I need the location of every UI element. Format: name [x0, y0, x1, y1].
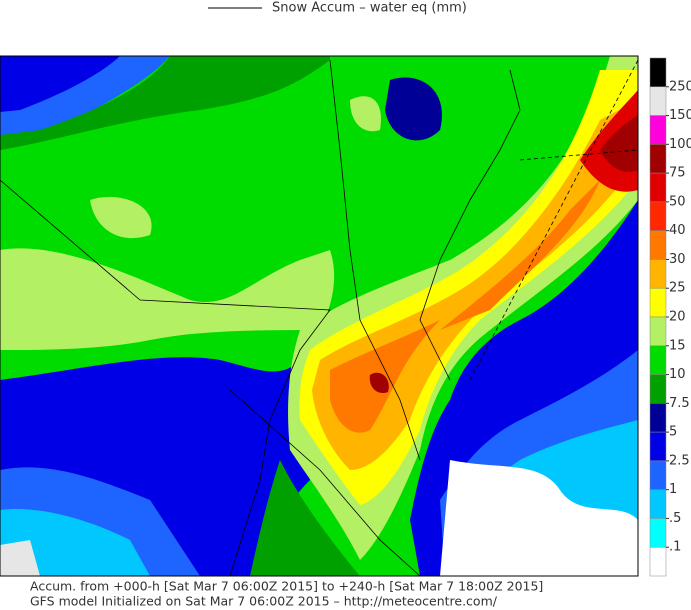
colorbar-swatch — [649, 489, 667, 519]
colorbar-swatch — [649, 345, 667, 375]
colorbar-swatch — [649, 316, 667, 347]
colorbar-swatch — [649, 518, 667, 548]
colorbar-label: 50 — [669, 194, 686, 209]
colorbar: 250 150 100 75 50 40 30 25 20 15 10 7.5 5 2.5 1 .5 .1 — [649, 57, 691, 577]
colorbar-swatch — [649, 431, 667, 462]
colorbar-label: 10 — [669, 367, 686, 382]
colorbar-label: 25 — [669, 281, 686, 296]
colorbar-label: 1 — [669, 482, 677, 497]
colorbar-label: 250 — [669, 79, 691, 94]
footer-line: Accum. from +000-h [Sat Mar 7 06:00Z 201… — [30, 579, 543, 594]
colorbar-swatch — [649, 144, 667, 174]
title: Snow Accum – water eq (mm) — [272, 1, 467, 16]
colorbar-label: 150 — [669, 108, 691, 123]
colorbar-swatch — [649, 86, 667, 116]
colorbar-swatch — [649, 546, 667, 577]
map — [0, 55, 639, 577]
colorbar-swatch — [649, 287, 667, 318]
colorbar-swatch — [649, 403, 667, 433]
colorbar-swatch — [649, 230, 667, 260]
colorbar-label: 100 — [669, 137, 691, 152]
colorbar-label: 20 — [669, 310, 686, 325]
colorbar-label: 75 — [669, 166, 686, 181]
colorbar-swatch — [649, 172, 667, 203]
colorbar-swatch — [649, 374, 667, 404]
colorbar-label: 15 — [669, 338, 686, 353]
colorbar-label: 7.5 — [669, 396, 690, 411]
colorbar-swatch — [649, 460, 667, 490]
colorbar-swatch — [649, 259, 667, 289]
colorbar-swatch — [649, 57, 667, 88]
colorbar-label: 2.5 — [669, 453, 690, 468]
colorbar-swatch — [649, 115, 667, 145]
colorbar-label: .1 — [669, 540, 681, 555]
colorbar-label: .5 — [669, 511, 681, 526]
colorbar-label: 40 — [669, 223, 686, 238]
colorbar-label: 5 — [669, 425, 677, 440]
footer-line: GFS model Initialized on Sat Mar 7 06:00… — [30, 594, 498, 609]
colorbar-swatch — [649, 201, 667, 231]
colorbar-label: 30 — [669, 252, 686, 267]
